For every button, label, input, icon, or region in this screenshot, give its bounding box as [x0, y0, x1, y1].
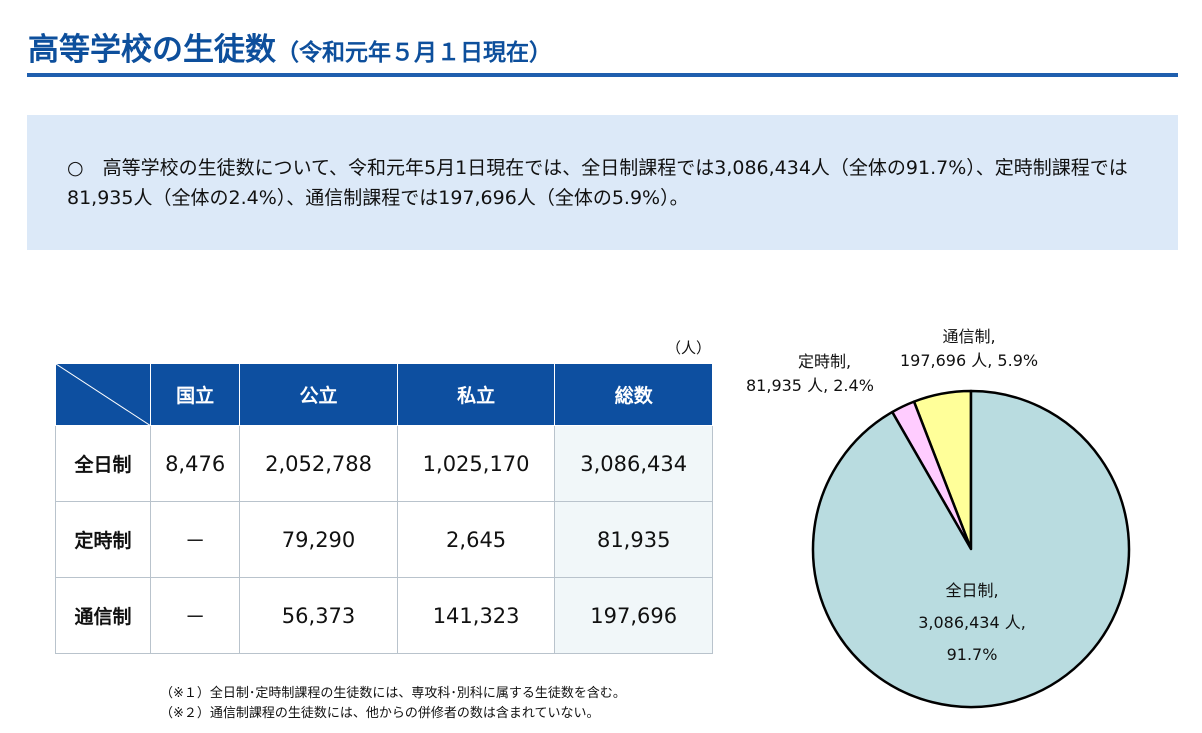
title-main: 高等学校の生徒数 [28, 32, 276, 68]
label-line: 通信制, [942, 327, 996, 346]
corner-cell [55, 363, 151, 426]
summary-box: ○ 高等学校の生徒数について、令和元年5月1日現在では、全日制課程では3,086… [27, 115, 1178, 250]
cell: 1,025,170 [396, 425, 556, 502]
cell-total: 197,696 [554, 577, 713, 654]
label-line: 定時制, [798, 352, 852, 371]
pie-slice-2 [811, 389, 1131, 709]
row-label: 全日制 [55, 425, 151, 502]
student-table: 国立 公立 私立 総数 全日制 8,476 2,052,788 1,025,170 3,… [55, 363, 713, 654]
label-line: 全日制, [945, 581, 999, 600]
row-label: 定時制 [55, 501, 151, 578]
summary-text: ○ 高等学校の生徒数について、令和元年5月1日現在では、全日制課程では3,086… [67, 157, 1128, 209]
cell: 2,645 [396, 501, 556, 578]
header-public: 公立 [239, 363, 398, 426]
cell: － [149, 501, 241, 578]
footnotes: （※１）全日制･定時制課程の生徒数には、専攻科･別科に属する生徒数を含む。 （※… [160, 684, 626, 724]
label-line: 197,696 人, 5.9% [900, 351, 1039, 370]
header-private: 私立 [396, 363, 556, 426]
page-title: 高等学校の生徒数（令和元年５月１日現在） [28, 24, 552, 69]
cell: 79,290 [239, 501, 398, 578]
label-zennichi: 全日制, 3,086,434 人, 91.7% [912, 575, 1032, 671]
cell: 2,052,788 [239, 425, 398, 502]
footnote-2: （※２）通信制課程の生徒数には、他からの併修者の数は含まれていない。 [160, 706, 600, 721]
label-line: 3,086,434 人, [918, 613, 1026, 632]
cell: － [149, 577, 241, 654]
label-tsushin: 通信制, 197,696 人, 5.9% [900, 325, 1038, 373]
label-teiji: 定時制, 81,935 人, 2.4% [746, 350, 874, 398]
cell-total: 3,086,434 [554, 425, 713, 502]
title-divider [27, 73, 1178, 77]
row-label: 通信制 [55, 577, 151, 654]
table-header-row: 国立 公立 私立 総数 [55, 363, 713, 426]
table-row: 全日制 8,476 2,052,788 1,025,170 3,086,434 [55, 425, 713, 502]
title-date: （令和元年５月１日現在） [276, 40, 552, 66]
header-total: 総数 [554, 363, 713, 426]
cell: 8,476 [149, 425, 241, 502]
footnote-1: （※１）全日制･定時制課程の生徒数には、専攻科･別科に属する生徒数を含む。 [160, 686, 626, 701]
cell: 141,323 [396, 577, 556, 654]
header-national: 国立 [149, 363, 241, 426]
cell: 56,373 [239, 577, 398, 654]
label-line: 81,935 人, 2.4% [746, 376, 874, 395]
table-unit: （人） [666, 339, 712, 357]
table-row: 定時制－ 79,290 2,645 81,935 [55, 501, 713, 578]
table-row: 通信制－ 56,373 141,323 197,696 [55, 577, 713, 654]
label-line: 91.7% [946, 645, 998, 664]
cell-total: 81,935 [554, 501, 713, 578]
